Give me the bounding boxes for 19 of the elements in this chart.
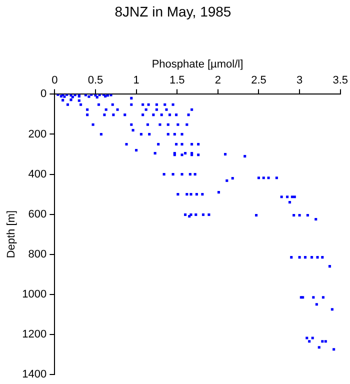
chart-title: 8JNZ in May, 1985 bbox=[114, 3, 232, 20]
y-tick-label: 1200 bbox=[22, 328, 47, 340]
x-tick-label: 0 bbox=[52, 74, 58, 87]
y-tick-label: 1000 bbox=[22, 288, 47, 300]
y-tick-label: 1400 bbox=[22, 368, 47, 380]
x-tick-label: 0.5 bbox=[88, 74, 104, 87]
x-tick-label: 3.5 bbox=[332, 74, 348, 87]
y-tick-label: 800 bbox=[28, 248, 47, 260]
y-tick-label: 0 bbox=[40, 88, 47, 100]
x-tick-label: 1 bbox=[133, 74, 140, 87]
y-axis-title: Depth [m] bbox=[6, 210, 18, 258]
x-tick-label: 1.5 bbox=[169, 74, 185, 87]
x-tick-label: 2 bbox=[214, 74, 221, 87]
x-axis-title: Phosphate [µmol/l] bbox=[152, 58, 244, 70]
y-tick-label: 600 bbox=[28, 208, 47, 220]
x-tick-label: 2.5 bbox=[251, 74, 266, 87]
y-tick-label: 400 bbox=[28, 168, 47, 180]
x-tick-label: 3 bbox=[296, 74, 303, 87]
y-tick-label: 200 bbox=[28, 128, 47, 140]
